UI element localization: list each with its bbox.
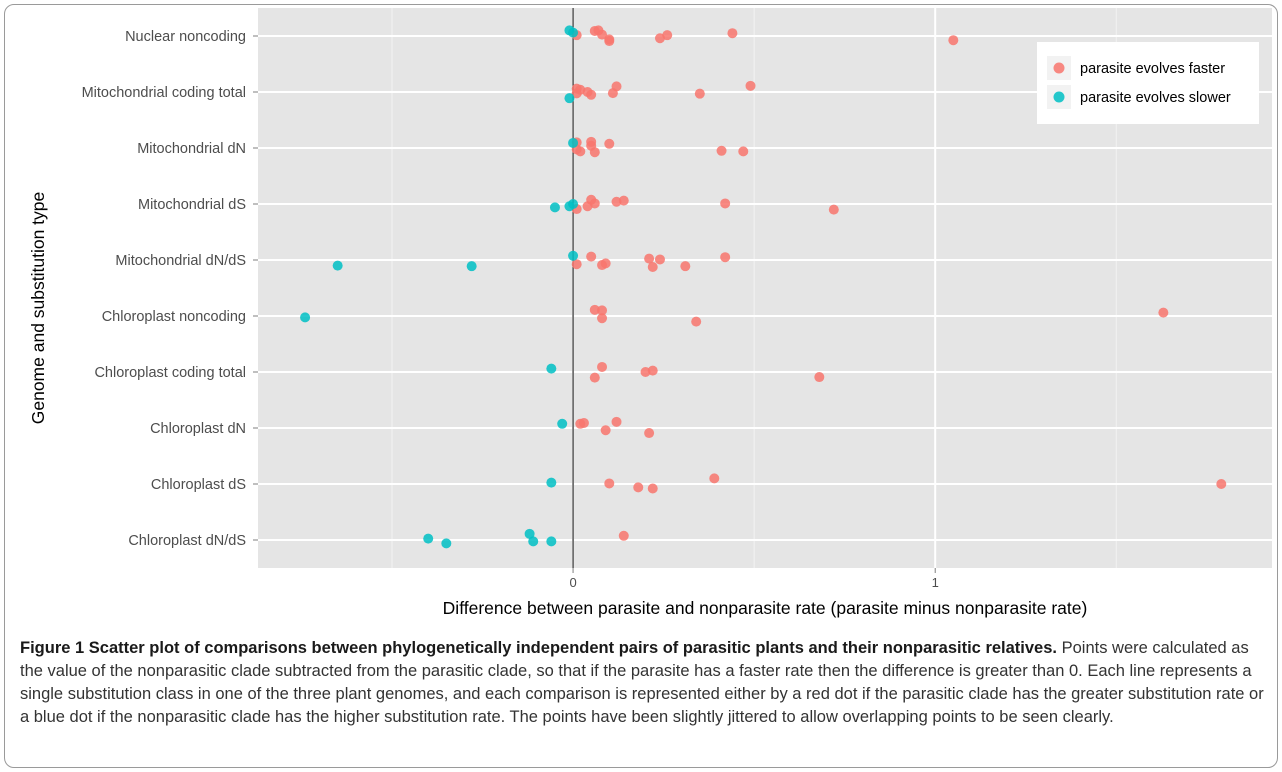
data-point xyxy=(611,416,622,427)
data-point xyxy=(691,316,702,327)
y-tick-label: Mitochondrial coding total xyxy=(82,85,246,101)
data-point xyxy=(466,261,477,272)
figure-frame xyxy=(4,4,1278,768)
data-point xyxy=(568,27,579,38)
data-point xyxy=(709,473,720,484)
data-point xyxy=(948,35,959,46)
data-point xyxy=(528,536,539,547)
data-point xyxy=(524,528,535,539)
data-point xyxy=(546,363,557,374)
data-point xyxy=(546,477,557,488)
data-point xyxy=(738,146,749,157)
data-point xyxy=(597,29,608,40)
data-point xyxy=(586,251,597,262)
data-point xyxy=(604,36,615,47)
data-point xyxy=(568,250,579,261)
x-tick-label: 0 xyxy=(569,575,576,590)
legend-key-marker xyxy=(1053,91,1065,103)
data-point xyxy=(564,201,575,212)
legend: parasite evolves faster parasite evolves … xyxy=(1037,42,1259,124)
data-point xyxy=(633,482,644,493)
legend-key-marker xyxy=(1053,62,1065,74)
y-tick-label: Chloroplast dS xyxy=(151,477,246,493)
data-point xyxy=(546,536,557,547)
y-tick-label: Chloroplast dN xyxy=(150,421,246,437)
legend-entry-label: parasite evolves faster xyxy=(1080,61,1225,77)
data-point xyxy=(618,530,629,541)
caption-lead: Figure 1 Scatter plot of comparisons bet… xyxy=(20,639,1057,657)
data-point xyxy=(814,372,825,383)
data-point xyxy=(564,93,575,104)
data-points xyxy=(300,25,1227,549)
y-tick-label: Nuclear noncoding xyxy=(125,29,246,45)
y-tick-label: Mitochondrial dS xyxy=(138,197,246,213)
data-point xyxy=(549,202,560,213)
data-point xyxy=(604,478,615,489)
data-point xyxy=(582,201,593,212)
x-tick-label: 1 xyxy=(932,575,939,590)
x-axis-label: Difference between parasite and nonparas… xyxy=(443,598,1088,618)
data-point xyxy=(644,253,655,264)
data-point xyxy=(716,145,727,156)
data-point xyxy=(568,137,579,148)
legend-entry-label: parasite evolves slower xyxy=(1080,90,1231,106)
y-tick-label: Chloroplast dN/dS xyxy=(128,533,246,549)
data-point xyxy=(589,147,600,158)
data-point xyxy=(571,88,582,99)
data-point xyxy=(1158,307,1169,318)
data-point xyxy=(332,260,343,271)
data-point xyxy=(644,428,655,439)
data-point xyxy=(600,425,611,436)
y-axis-label: Genome and substitution type xyxy=(28,192,48,425)
data-point xyxy=(597,361,608,372)
data-point xyxy=(300,312,311,323)
y-tick-label: Mitochondrial dN/dS xyxy=(115,253,246,269)
data-point xyxy=(557,418,568,429)
data-point xyxy=(618,195,629,206)
figure-caption: Figure 1 Scatter plot of comparisons bet… xyxy=(20,637,1265,729)
y-tick-label: Chloroplast coding total xyxy=(94,365,246,381)
data-point xyxy=(586,89,597,100)
data-point xyxy=(589,304,600,315)
data-point xyxy=(575,146,586,157)
data-point xyxy=(607,88,618,99)
data-point xyxy=(745,80,756,91)
data-point xyxy=(720,198,731,209)
data-point xyxy=(647,483,658,494)
scatter-chart: Nuclear noncoding Mitochondrial coding to… xyxy=(28,8,1272,618)
y-tick-label: Chloroplast noncoding xyxy=(102,309,246,325)
data-point xyxy=(597,313,608,324)
caption-body: Points were calculated as the value of t… xyxy=(20,639,1264,726)
data-point xyxy=(647,365,658,376)
data-point xyxy=(720,252,731,263)
data-point xyxy=(654,254,665,265)
data-point xyxy=(604,138,615,149)
y-axis: Nuclear noncoding Mitochondrial coding to… xyxy=(82,29,258,549)
data-point xyxy=(600,258,611,269)
data-point xyxy=(828,204,839,215)
data-point xyxy=(1216,479,1227,489)
data-point xyxy=(694,88,705,99)
y-tick-label: Mitochondrial dN xyxy=(137,141,246,157)
data-point xyxy=(647,262,658,272)
data-point xyxy=(441,538,452,549)
legend-box xyxy=(1037,42,1259,124)
data-point xyxy=(680,261,691,272)
data-point xyxy=(589,372,600,383)
data-point xyxy=(423,533,434,544)
data-point xyxy=(571,259,582,270)
data-point xyxy=(597,305,608,316)
data-point xyxy=(727,28,738,39)
data-point xyxy=(654,33,665,44)
data-point xyxy=(578,417,589,428)
